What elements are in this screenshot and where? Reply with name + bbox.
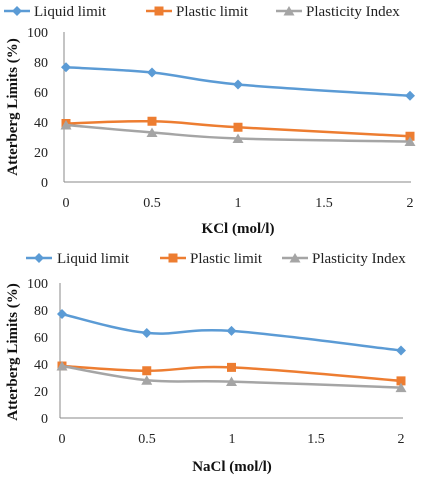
y-tick-label: 80	[34, 56, 48, 71]
legend-marker-square	[154, 6, 164, 16]
plot-area	[56, 309, 407, 393]
data-point-diamond	[233, 79, 243, 90]
data-point-square	[147, 116, 157, 126]
series-line	[60, 312, 403, 352]
data-point-triangle	[226, 376, 237, 387]
legend-label: Liquid limit	[57, 251, 130, 267]
legend-label: Plasticity Index	[312, 251, 406, 267]
y-tick-label: 80	[34, 304, 48, 319]
legend-label: Plasticity Index	[306, 4, 400, 20]
data-point-triangle	[146, 127, 158, 137]
data-point-diamond	[226, 325, 237, 336]
data-point-triangle	[404, 136, 416, 146]
y-tick-label: 0	[41, 412, 48, 427]
y-tick-label: 20	[34, 385, 48, 400]
data-point-square	[142, 366, 152, 376]
legend-marker-square	[168, 253, 178, 263]
legend: Liquid limit Plastic limit Plasticity In…	[4, 4, 400, 20]
x-tick-label: 0	[59, 432, 66, 447]
series-line	[60, 364, 403, 389]
data-point-diamond	[396, 345, 406, 356]
x-tick-labels: 0 0.5 1 1.5 2	[63, 196, 414, 211]
x-axis-title: KCl (mol/l)	[202, 221, 275, 237]
chart-kcl: Liquid limit Plastic limit Plasticity In…	[4, 4, 416, 237]
x-tick-label: 2	[398, 432, 405, 447]
series-line	[64, 66, 412, 98]
y-tick-label: 40	[34, 116, 48, 131]
x-tick-label: 1.5	[315, 196, 333, 211]
data-point-triangle	[56, 361, 68, 371]
x-tick-label: 2	[407, 196, 414, 211]
data-point-triangle	[232, 133, 244, 143]
data-point-diamond	[61, 62, 71, 73]
x-tick-label: 0.5	[138, 432, 156, 447]
data-point-diamond	[141, 327, 152, 338]
legend-item-liquid-limit: Liquid limit	[26, 251, 130, 267]
y-tick-labels: 100 80 60 40 20 0	[27, 26, 48, 191]
y-tick-label: 40	[34, 358, 48, 373]
legend-marker-diamond	[34, 253, 44, 263]
data-point-diamond	[147, 67, 157, 78]
x-tick-labels: 0 0.5 1 1.5 2	[59, 432, 405, 447]
series-plasticity-index	[56, 361, 407, 393]
axes	[63, 32, 411, 183]
legend-marker-diamond	[12, 6, 22, 16]
legend-marker-triangle	[283, 6, 295, 16]
series-line	[64, 123, 412, 143]
y-tick-labels: 100 80 60 40 20 0	[27, 277, 48, 427]
x-axis-title: NaCl (mol/l)	[192, 459, 272, 475]
legend-item-liquid-limit: Liquid limit	[4, 4, 107, 20]
x-tick-label: 1	[235, 196, 242, 211]
legend-label: Liquid limit	[34, 4, 107, 20]
y-axis-title: Atterberg Limits (%)	[5, 38, 21, 175]
y-axis-title: Atterberg Limits (%)	[5, 283, 21, 420]
y-tick-label: 60	[34, 331, 48, 346]
x-tick-label: 0	[63, 196, 70, 211]
legend-item-plastic-limit: Plastic limit	[160, 251, 263, 267]
legend: Liquid limit Plastic limit Plasticity In…	[26, 251, 406, 267]
y-tick-label: 100	[27, 26, 48, 41]
axes	[59, 283, 403, 419]
series-plasticity-index	[60, 120, 416, 146]
legend-item-plasticity-index: Plasticity Index	[276, 4, 400, 20]
y-tick-label: 60	[34, 86, 48, 101]
data-point-diamond	[405, 90, 415, 101]
data-point-square	[405, 131, 415, 141]
series-line	[64, 119, 412, 138]
y-tick-label: 20	[34, 146, 48, 161]
legend-marker-triangle	[289, 253, 301, 263]
data-point-diamond	[57, 309, 67, 320]
data-point-triangle	[395, 382, 407, 393]
x-tick-label: 1.5	[307, 432, 325, 447]
data-point-triangle	[141, 375, 153, 385]
series-liquid-limit	[57, 309, 406, 356]
plot-area	[60, 62, 416, 146]
chart-nacl: Liquid limit Plastic limit Plasticity In…	[5, 251, 407, 475]
legend-item-plasticity-index: Plasticity Index	[282, 251, 406, 267]
y-tick-label: 0	[41, 176, 48, 191]
data-point-square	[227, 362, 236, 372]
x-tick-label: 0.5	[143, 196, 161, 211]
data-point-triangle	[60, 120, 72, 130]
series-liquid-limit	[61, 62, 415, 101]
series-line	[60, 364, 403, 383]
legend-label: Plastic limit	[190, 251, 263, 267]
data-point-square	[233, 122, 243, 132]
data-point-square	[396, 376, 406, 386]
legend-label: Plastic limit	[176, 4, 249, 20]
x-tick-label: 1	[229, 432, 236, 447]
y-tick-label: 100	[27, 277, 48, 292]
legend-item-plastic-limit: Plastic limit	[146, 4, 249, 20]
